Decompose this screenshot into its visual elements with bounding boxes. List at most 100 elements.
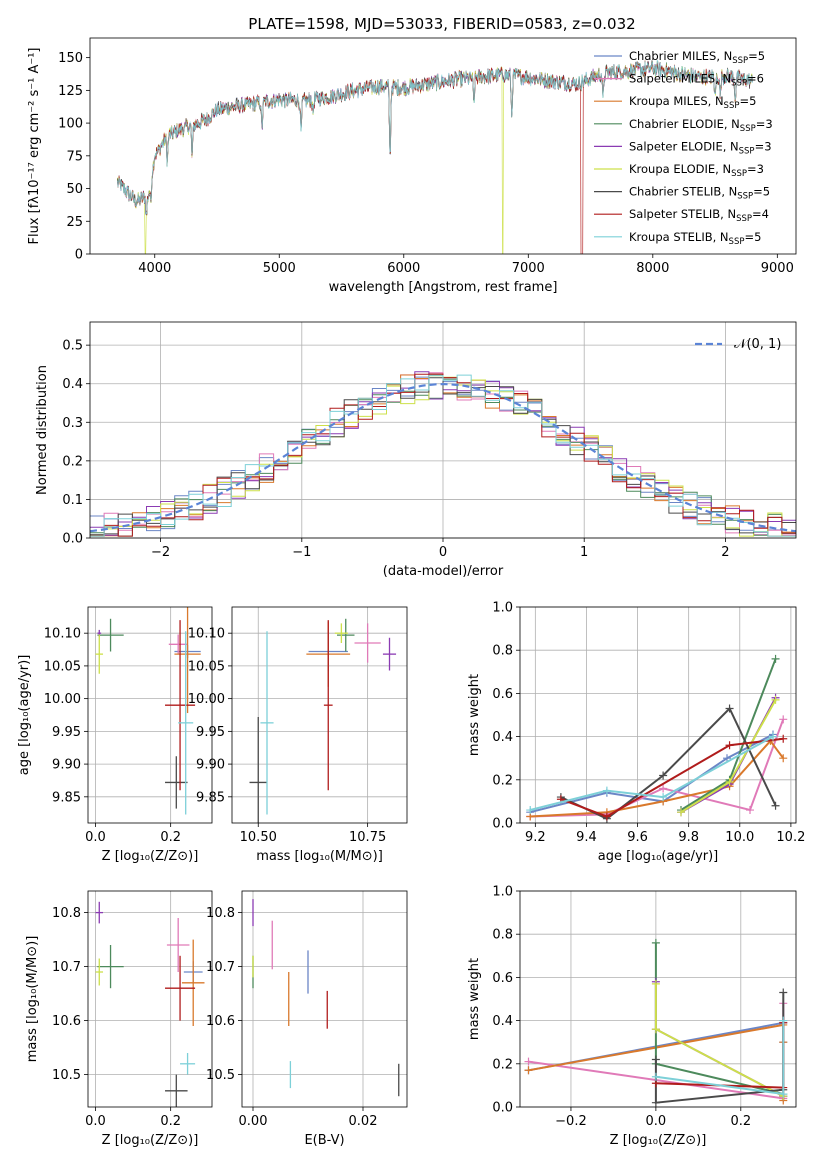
y-tick-label: 0.1 xyxy=(62,493,83,508)
y-tick-label: 10.10 xyxy=(44,627,81,642)
legend-label: Chabrier ELODIE, NSSP=3 xyxy=(629,117,773,134)
series-kroupa-stelib xyxy=(526,732,777,815)
age_vs_mass-frame xyxy=(231,606,408,824)
errorbar-kroupa-stelib xyxy=(178,631,194,815)
errorbar-kroupa-miles xyxy=(174,607,201,714)
x-tick-label: 10.75 xyxy=(349,830,386,845)
series-point xyxy=(779,1016,788,1025)
series-point xyxy=(651,1072,660,1081)
legend-label: Kroupa MILES, NSSP=5 xyxy=(629,94,756,111)
x-tick-label: 7000 xyxy=(512,261,545,276)
series-point xyxy=(651,938,660,947)
series-point xyxy=(677,808,685,817)
errorbar-chabrier-stelib xyxy=(165,1074,188,1107)
series-kroupa-elodie xyxy=(677,695,780,817)
series-point xyxy=(725,741,734,750)
weight_vs_Z-frame xyxy=(519,890,797,1108)
x-tick-label: −2 xyxy=(151,545,170,560)
hist-chabrier-stelib xyxy=(90,377,796,536)
legend-label: Salpeter MILES, NSSP=6 xyxy=(629,72,764,89)
x-tick-label: 6000 xyxy=(387,261,420,276)
mass_vs_EBV-axes: 0.00 0.02 10.5 10.6 10.7 10.8 E(B-V) xyxy=(206,891,407,1148)
y-tick-label: 125 xyxy=(58,84,83,99)
y-tick-label: 10.10 xyxy=(188,627,225,642)
y-tick-label: 0.6 xyxy=(492,971,513,986)
x-tick-label: 0.00 xyxy=(239,1114,268,1129)
weight_vs_age-plot xyxy=(526,654,788,823)
x-axis-label: Z [log₁₀(Z/Z⊙)] xyxy=(610,1133,707,1148)
x-tick-label: 2 xyxy=(721,545,729,560)
y-tick-label: 0 xyxy=(75,248,83,263)
x-tick-label: 9.8 xyxy=(678,830,699,845)
errorbar-kroupa-elodie xyxy=(95,958,104,986)
errorbar-chabrier-stelib xyxy=(249,716,267,823)
y-tick-label: 10.6 xyxy=(52,1014,81,1029)
y-tick-label: 0.0 xyxy=(492,817,513,832)
x-tick-label: 0.2 xyxy=(160,830,181,845)
x-tick-label: 5000 xyxy=(263,261,296,276)
errorbar-chabrier-elodie xyxy=(97,618,124,652)
x-axis-label: Z [log₁₀(Z/Z⊙)] xyxy=(102,1133,199,1148)
age_vs_Z-plot xyxy=(95,607,201,815)
y-axis-label: age [log₁₀(age/yr)] xyxy=(17,655,32,776)
y-axis-label: mass [log₁₀(M/M⊙)] xyxy=(25,936,40,1063)
x-tick-label: 0 xyxy=(439,545,447,560)
mass_vs_EBV-frame xyxy=(241,890,408,1108)
y-tick-label: 0.4 xyxy=(492,730,513,745)
x-axis-label: mass [log₁₀(M/M⊙)] xyxy=(256,849,383,864)
x-tick-label: 10.2 xyxy=(776,830,805,845)
series-salpeter-stelib xyxy=(651,1018,788,1092)
errorbar-salpeter-stelib xyxy=(323,620,333,791)
errorbar-salpeter-stelib xyxy=(165,620,196,791)
series-chabrier-elodie xyxy=(677,654,780,815)
series-point xyxy=(779,734,788,743)
series-point xyxy=(779,715,788,724)
age_vs_Z-frame xyxy=(87,606,213,824)
series-point xyxy=(779,754,788,763)
y-tick-label: 9.90 xyxy=(196,758,225,773)
series-point xyxy=(771,801,780,810)
series-point xyxy=(651,979,660,988)
x-axis-label: E(B-V) xyxy=(304,1133,344,1148)
x-tick-label: 0.2 xyxy=(730,1114,751,1129)
figure-title: PLATE=1598, MJD=53033, FIBERID=0583, z=0… xyxy=(248,15,635,33)
hist-kroupa-stelib xyxy=(90,374,796,537)
errorbar-kroupa-elodie xyxy=(95,634,104,674)
series-point xyxy=(526,806,535,815)
series-point xyxy=(725,704,734,713)
y-tick-label: 75 xyxy=(66,149,83,164)
y-tick-label: 10.8 xyxy=(206,906,235,921)
y-tick-label: 0.5 xyxy=(62,339,83,354)
y-tick-label: 50 xyxy=(66,182,83,197)
series-point xyxy=(651,1055,660,1064)
y-tick-label: 0.0 xyxy=(492,1101,513,1116)
series-line xyxy=(560,737,784,818)
errorbar-chabrier-elodie xyxy=(337,618,355,652)
x-tick-label: 0.0 xyxy=(85,1114,106,1129)
x-tick-label: 0.2 xyxy=(160,1114,181,1129)
series-point xyxy=(651,1025,660,1034)
residuals-axes: −2 −1 0 1 2 0.0 0.1 0.2 0.3 0.4 0.5 (data-model)/er… xyxy=(35,322,796,579)
series-point xyxy=(659,784,668,793)
y-tick-label: 0.2 xyxy=(492,773,513,788)
errorbar-salpeter-miles xyxy=(166,918,190,972)
y-tick-label: 25 xyxy=(66,215,83,230)
series-salpeter-elodie xyxy=(677,693,780,817)
y-axis-label: mass weight xyxy=(467,674,482,756)
y-tick-label: 0.2 xyxy=(62,454,83,469)
y-tick-label: 9.85 xyxy=(196,790,225,805)
series-line xyxy=(654,942,784,1095)
x-axis-label: Z [log₁₀(Z/Z⊙)] xyxy=(102,849,199,864)
y-axis-label: mass weight xyxy=(467,958,482,1040)
y-axis-label: Normed distribution xyxy=(35,365,50,495)
spectrum-plot xyxy=(117,59,753,254)
series-chabrier-stelib xyxy=(556,704,780,823)
errorbar-salpeter-stelib xyxy=(165,955,196,1021)
series-point xyxy=(725,777,734,786)
y-tick-label: 10.5 xyxy=(52,1068,81,1083)
y-tick-label: 10.8 xyxy=(52,906,81,921)
y-tick-label: 0.6 xyxy=(492,687,513,702)
legend-label: Chabrier STELIB, NSSP=5 xyxy=(629,185,770,202)
series-kroupa-stelib xyxy=(651,1016,788,1099)
